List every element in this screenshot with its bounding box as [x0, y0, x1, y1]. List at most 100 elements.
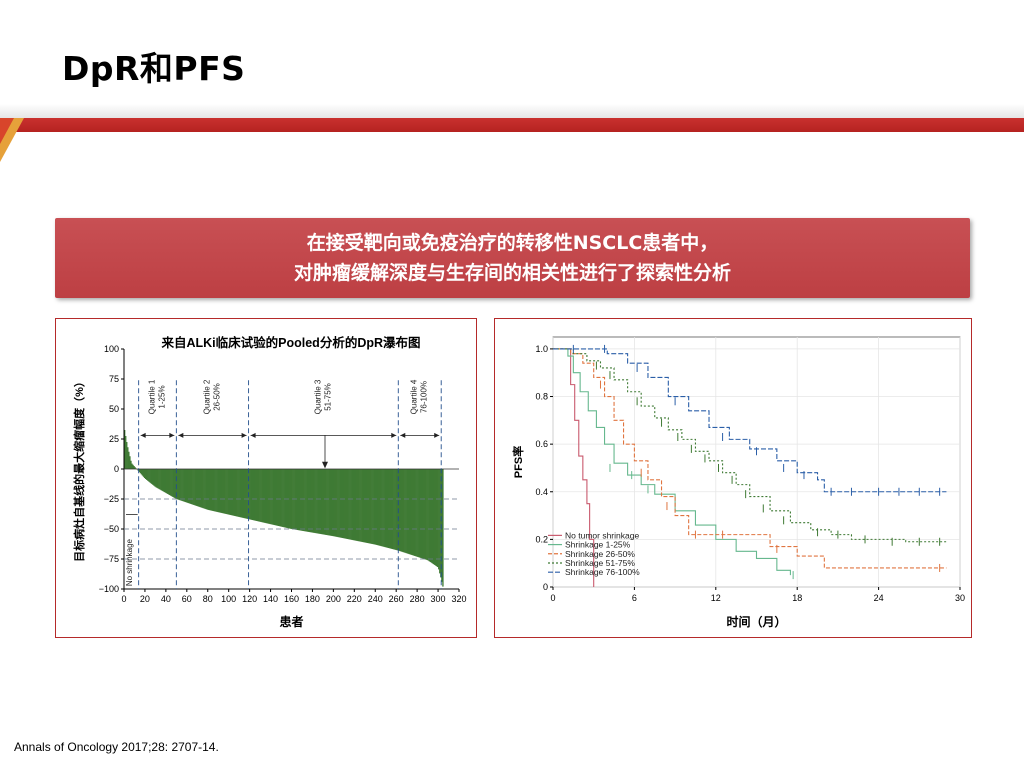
y-tick-label: 25 — [109, 434, 119, 444]
waterfall-bar — [244, 469, 246, 519]
waterfall-bar — [133, 466, 135, 469]
waterfall-bar — [229, 469, 232, 515]
legend-label: Shrinkage 1-25% — [565, 540, 631, 550]
waterfall-bar — [427, 469, 429, 561]
y-tick-label: 0.2 — [535, 534, 548, 544]
waterfall-bar — [330, 469, 332, 536]
waterfall-bar — [403, 469, 405, 553]
waterfall-bar — [218, 469, 220, 513]
waterfall-bar — [197, 469, 199, 507]
waterfall-bar — [182, 469, 184, 502]
quartile-name: Quartile 4 — [410, 379, 419, 414]
waterfall-bar — [419, 469, 421, 558]
waterfall-bar — [273, 469, 276, 526]
waterfall-bar — [227, 469, 229, 515]
waterfall-bar — [327, 469, 329, 536]
banner-line-2: 对肿瘤缓解深度与生存间的相关性进行了探索性分析 — [293, 262, 731, 284]
waterfall-bar — [393, 469, 395, 550]
waterfall-bar — [373, 469, 375, 545]
x-axis-label: 患者 — [279, 614, 303, 629]
x-tick-label: 100 — [221, 594, 236, 604]
quartile-name: Quartile 3 — [313, 379, 322, 414]
waterfall-bar — [318, 469, 321, 534]
waterfall-bar — [204, 469, 206, 509]
y-tick-label: −50 — [104, 524, 119, 534]
waterfall-bar — [129, 456, 131, 469]
waterfall-bar — [344, 469, 347, 539]
waterfall-bar — [363, 469, 366, 543]
waterfall-bar — [278, 469, 281, 527]
waterfall-bar — [355, 469, 357, 541]
waterfall-bar — [185, 469, 188, 503]
x-tick-label: 320 — [451, 594, 466, 604]
x-tick-label: 220 — [347, 594, 362, 604]
waterfall-bar — [413, 469, 416, 556]
citation-text: Annals of Oncology 2017;28: 2707-14. — [14, 740, 219, 754]
waterfall-bar — [311, 469, 313, 533]
arrow-head-left — [140, 432, 146, 438]
waterfall-bar — [252, 469, 255, 521]
waterfall-bar — [277, 469, 280, 526]
waterfall-bar — [195, 469, 197, 506]
waterfall-bar — [356, 469, 358, 541]
waterfall-bar — [431, 469, 434, 564]
waterfall-bar — [412, 469, 415, 556]
waterfall-bar — [386, 469, 389, 548]
waterfall-bar — [199, 469, 201, 508]
waterfall-bar — [289, 469, 291, 529]
waterfall-bar — [395, 469, 397, 550]
waterfall-bar — [207, 469, 210, 510]
waterfall-bar — [225, 469, 227, 514]
waterfall-bar — [364, 469, 367, 543]
waterfall-bar — [224, 469, 226, 514]
waterfall-bar — [275, 469, 278, 526]
waterfall-bar — [348, 469, 350, 540]
x-tick-label: 0 — [121, 594, 126, 604]
km-series-line — [553, 348, 947, 543]
x-tick-label: 24 — [874, 593, 884, 603]
waterfall-bar — [405, 469, 407, 554]
waterfall-bar — [259, 469, 261, 522]
waterfall-bar — [332, 469, 334, 537]
waterfall-bar — [216, 469, 218, 512]
x-tick-label: 0 — [550, 593, 555, 603]
waterfall-bar — [170, 469, 172, 496]
waterfall-bar — [283, 469, 285, 528]
waterfall-bar — [143, 469, 146, 478]
waterfall-bar — [242, 469, 244, 518]
waterfall-bar — [159, 469, 161, 490]
waterfall-bar — [214, 469, 216, 512]
waterfall-bar — [212, 469, 215, 512]
waterfall-bar — [382, 469, 384, 547]
waterfall-bar — [173, 469, 175, 498]
waterfall-bar — [378, 469, 380, 546]
waterfall-bar — [271, 469, 273, 525]
waterfall-bar — [417, 469, 419, 557]
waterfall-bar — [432, 469, 435, 565]
waterfall-bar — [411, 469, 414, 556]
waterfall-bar — [309, 469, 311, 533]
quartile-label: Quartile 4 76-100% — [410, 379, 429, 414]
x-tick-label: 80 — [203, 594, 213, 604]
waterfall-bar — [418, 469, 420, 558]
waterfall-bar — [251, 469, 254, 520]
x-tick-label: 140 — [263, 594, 278, 604]
legend-label: No tumor shrinkage — [565, 530, 639, 540]
waterfall-bar — [272, 469, 275, 525]
waterfall-bar — [284, 469, 286, 528]
waterfall-bar — [361, 469, 363, 542]
waterfall-bar — [262, 469, 264, 523]
x-tick-label: 12 — [711, 593, 721, 603]
waterfall-bar — [245, 469, 247, 519]
waterfall-bar — [236, 469, 238, 517]
waterfall-bar — [434, 469, 437, 566]
quartile-label: Quartile 3 51-75% — [313, 379, 332, 414]
waterfall-bar — [219, 469, 221, 513]
waterfall-bar — [377, 469, 379, 546]
waterfall-bar — [314, 469, 316, 534]
waterfall-bar — [171, 469, 173, 497]
slide-title: DpR和PFS — [62, 49, 246, 88]
waterfall-bar — [265, 469, 267, 524]
arrow-head-left — [400, 432, 406, 438]
x-tick-label: 160 — [284, 594, 299, 604]
